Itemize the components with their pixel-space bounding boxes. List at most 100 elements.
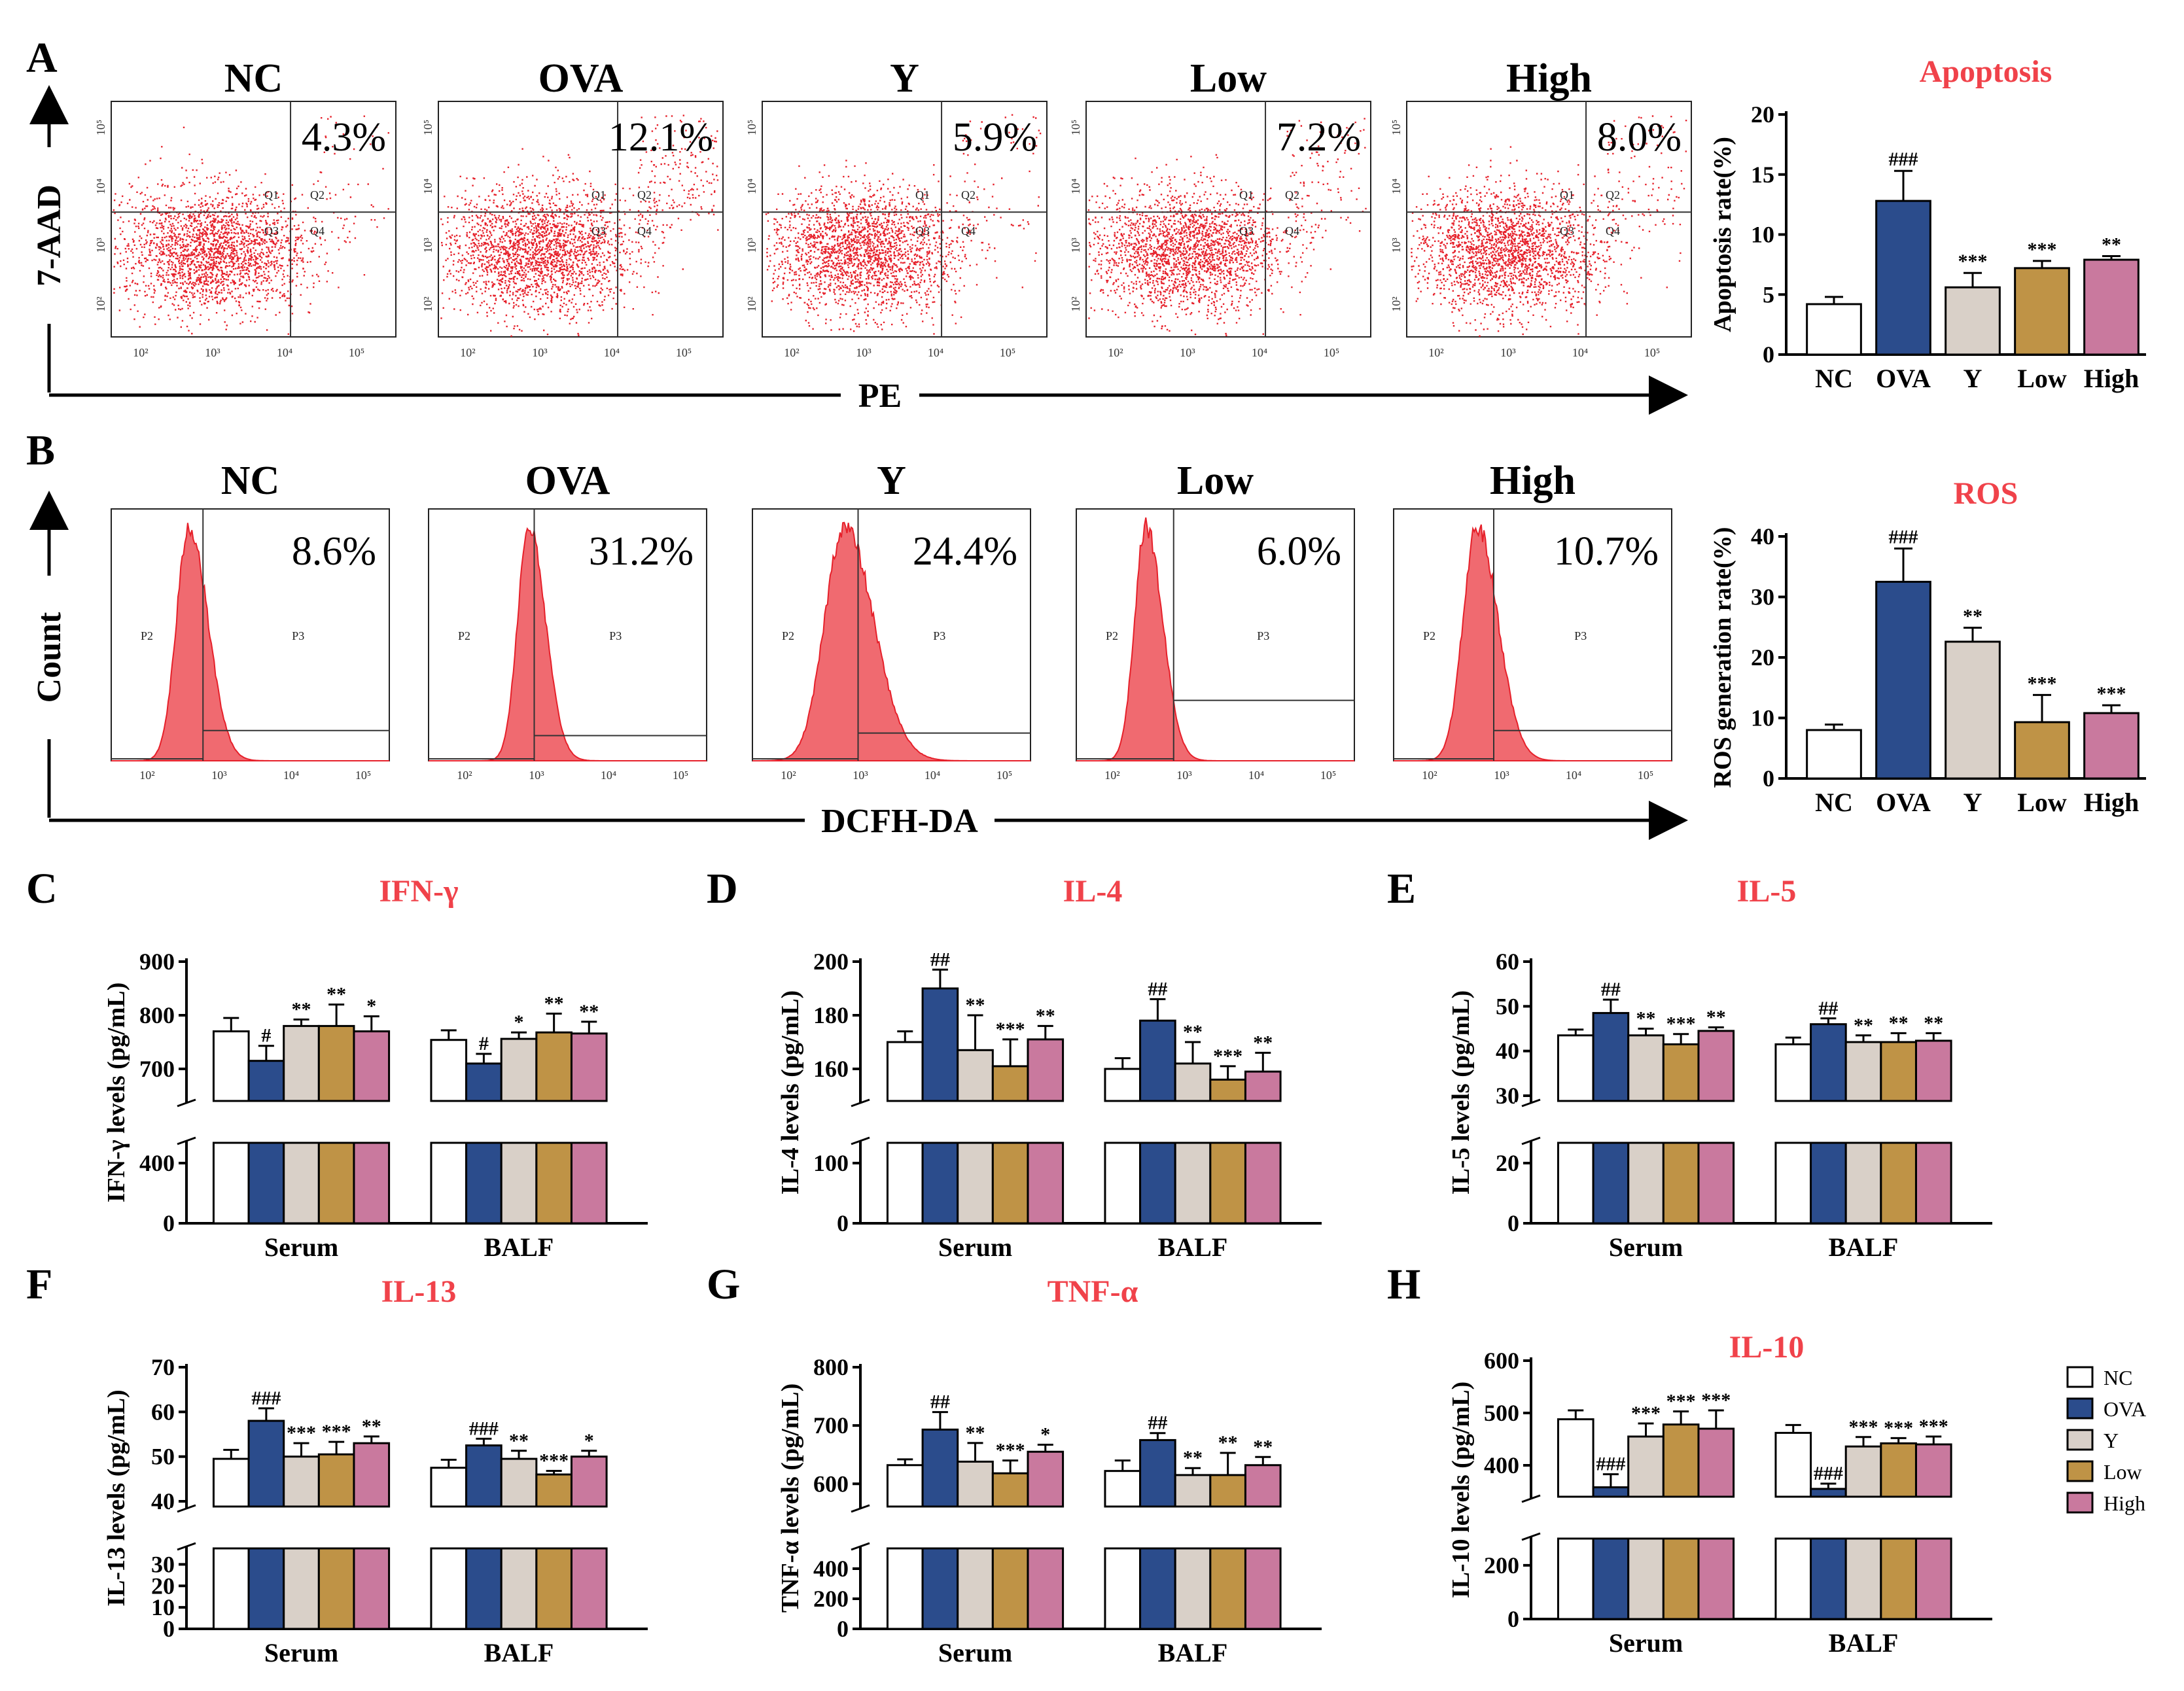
bar-lower-nc — [212, 1547, 250, 1630]
axis-break-mark — [1521, 1098, 1541, 1107]
bar-lower-nc — [1774, 1142, 1812, 1225]
quadrant-label-q4: Q4 — [1285, 224, 1299, 237]
bar-lower-high — [1914, 1142, 1952, 1225]
significance-mark: ** — [1183, 1447, 1203, 1469]
gate-label-p2: P2 — [458, 629, 470, 642]
axis-break-mark — [851, 1504, 870, 1513]
axis-break-band — [844, 1508, 1325, 1547]
flow-a-y-tick: 10² — [745, 296, 758, 311]
significance-mark: * — [1040, 1424, 1050, 1446]
bar-lower-y — [1844, 1537, 1882, 1620]
bar-lower-high — [353, 1142, 391, 1225]
bar-upper-ova — [1810, 1488, 1847, 1498]
legend: NC OVA Y Low High — [2066, 1366, 2146, 1515]
axis-break-mark — [1521, 1136, 1541, 1145]
y-tick-label: 500 — [1484, 1400, 1519, 1426]
flow-b-plot-frame — [1393, 508, 1672, 761]
flow-b-x-label: DCFH-DA — [821, 803, 978, 840]
bar-lower-low — [991, 1142, 1029, 1225]
bar-upper-nc — [430, 1039, 468, 1102]
significance-mark: ### — [1889, 148, 1918, 170]
x-tick-label: Y — [1964, 364, 1982, 393]
flow-a-group-name: NC — [224, 56, 283, 101]
flow-b-x-tick: 10⁴ — [1248, 769, 1264, 782]
axis-break-mark — [851, 1098, 870, 1107]
y-tick-label: 0 — [1763, 341, 1774, 368]
y-tick-label: 30 — [1751, 584, 1774, 610]
flow-a-plot-high: High Q1 Q2 Q3 Q4 8.0% 10² 10² 10³ 10³ 10⁴ 10⁴ 10⁵ 10⁵ — [1390, 56, 1692, 359]
axis-break-mark — [1521, 1532, 1541, 1541]
axis-break-band — [170, 1508, 651, 1547]
axis-break-band — [170, 1102, 651, 1142]
flow-b-group-name: NC — [221, 459, 280, 503]
significance-mark: ## — [1148, 978, 1167, 1000]
bar-lower-low — [317, 1547, 355, 1630]
bar-upper-ova — [1139, 1438, 1176, 1508]
bar-low — [2014, 267, 2070, 356]
axis-break-band — [1515, 1498, 1996, 1537]
chart-title: Apoptosis — [1920, 54, 2052, 89]
gate-label-p3: P3 — [933, 629, 945, 642]
flow-a-plot-frame — [111, 101, 396, 338]
bar-upper-low — [1662, 1423, 1700, 1498]
bar-upper-nc — [1104, 1470, 1142, 1508]
bar-lower-nc — [886, 1547, 924, 1630]
y-axis-label: IL-4 levels (pg/mL) — [777, 990, 804, 1194]
flow-a-x-tick: 10³ — [1500, 346, 1516, 359]
flow-b-x-tick: 10² — [781, 769, 796, 782]
significance-mark: *** — [996, 1019, 1025, 1040]
significance-mark: ** — [1253, 1436, 1273, 1457]
flow-a-group-name: Y — [890, 56, 919, 101]
bar-upper-y — [1844, 1445, 1882, 1498]
flow-a-y-tick: 10⁵ — [745, 120, 758, 135]
bar-upper-ova — [1810, 1023, 1847, 1102]
significance-mark: ## — [930, 1391, 950, 1413]
flow-b-histogram — [429, 527, 707, 761]
gate-label-p3: P3 — [1574, 629, 1587, 642]
flow-b-x-tick: 10³ — [1494, 769, 1509, 782]
flow-a-y-tick: 10⁴ — [745, 179, 758, 194]
significance-mark: ** — [292, 999, 311, 1020]
significance-mark: # — [261, 1025, 271, 1047]
bar-upper-ova — [465, 1062, 502, 1102]
bar-upper-high — [1244, 1070, 1282, 1102]
flow-a-x-tick: 10² — [1428, 346, 1443, 359]
y-tick-label: 800 — [139, 1002, 175, 1028]
flow-b-group-name: Y — [877, 459, 906, 503]
flow-b-x-tick: 10⁵ — [355, 769, 371, 782]
bar-lower-high — [570, 1142, 608, 1225]
chart-g: TNF-α 600 700 800 0 200 400 TNF-α levels (pg/mL… — [777, 1274, 1325, 1667]
flow-a-y-tick: 10² — [1390, 296, 1403, 311]
flow-a-x-tick: 10⁵ — [1000, 346, 1015, 359]
flow-b-x-tick: 10⁴ — [601, 769, 616, 782]
flow-b-histogram — [752, 521, 1030, 761]
bar-upper-nc — [1104, 1068, 1142, 1102]
legend-label-nc: NC — [2104, 1366, 2132, 1389]
x-tick-label: Serum — [1609, 1232, 1683, 1262]
x-tick-label: BALF — [1158, 1638, 1228, 1667]
flow-b-histogram — [1394, 524, 1672, 761]
quadrant-label-q2: Q2 — [1285, 188, 1299, 201]
bar-upper-high — [1244, 1464, 1282, 1508]
significance-mark: ** — [1924, 1012, 1943, 1034]
bar-upper-low — [1880, 1442, 1917, 1498]
flow-b-panels: NC P2 P3 8.6% 10² 10³ 10⁴ 10⁵ OVA P2 P3 31.2% 10² 10³… — [111, 459, 1672, 782]
significance-mark: ** — [1854, 1015, 1873, 1036]
y-tick-label: 100 — [813, 1150, 849, 1176]
flow-a-plot-frame — [438, 101, 724, 338]
y-tick-label: 700 — [139, 1056, 175, 1082]
significance-mark: *** — [287, 1422, 316, 1444]
chart-title: IL-13 — [381, 1274, 457, 1309]
bar-low — [2014, 721, 2070, 780]
bar-lower-ova — [921, 1547, 959, 1630]
flow-b-plot-high: High P2 P3 10.7% 10² 10³ 10⁴ 10⁵ — [1393, 459, 1672, 782]
panel-label-a: A — [26, 34, 58, 82]
flow-a-y-tick: 10⁵ — [1069, 120, 1082, 135]
bar-upper-nc — [212, 1457, 250, 1508]
y-tick-label: 0 — [1507, 1606, 1519, 1632]
flow-a-group-name: OVA — [538, 56, 624, 101]
y-axis-label: IFN-γ levels (pg/mL) — [103, 983, 130, 1203]
flow-a-y-tick: 10² — [94, 296, 107, 311]
y-tick-label: 20 — [1751, 101, 1774, 128]
x-tick-label: BALF — [1829, 1232, 1899, 1262]
